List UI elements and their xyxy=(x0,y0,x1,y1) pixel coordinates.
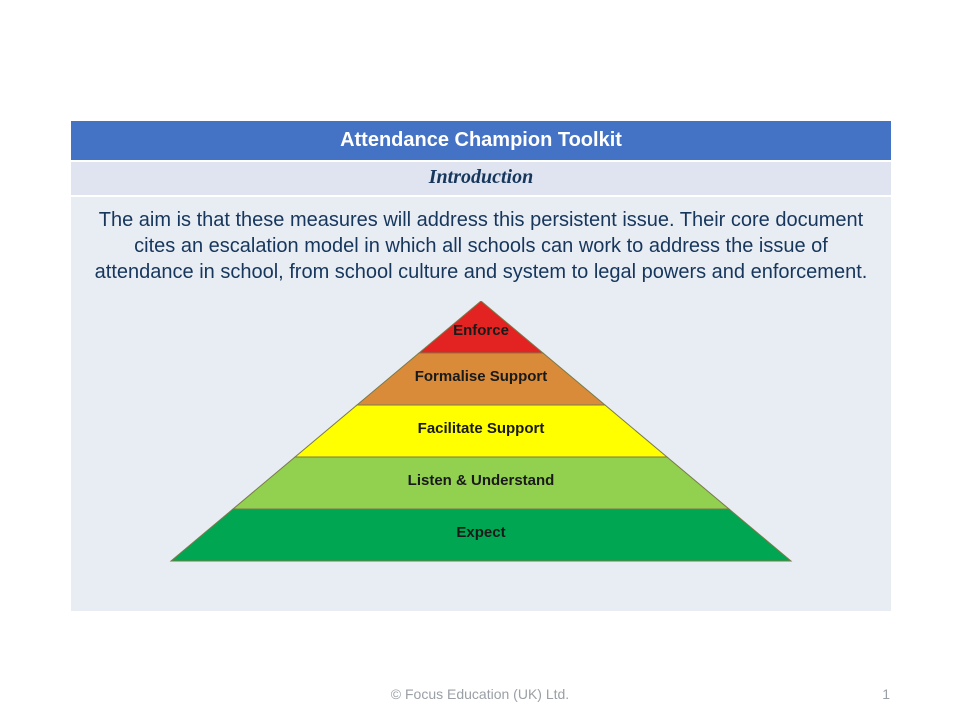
intro-paragraph: The aim is that these measures will addr… xyxy=(71,197,891,285)
pyramid-label-0: Enforce xyxy=(161,322,801,339)
slide: Attendance Champion Toolkit Introduction… xyxy=(0,0,960,720)
pyramid-label-4: Expect xyxy=(161,524,801,541)
pyramid-svg xyxy=(161,301,801,591)
content-panel: Attendance Champion Toolkit Introduction… xyxy=(70,120,892,612)
pyramid-label-1: Formalise Support xyxy=(161,368,801,385)
subtitle-band: Introduction xyxy=(71,162,891,197)
pyramid-label-3: Listen & Understand xyxy=(161,472,801,489)
escalation-pyramid: Enforce Formalise Support Facilitate Suppo… xyxy=(161,301,801,591)
pyramid-label-2: Facilitate Support xyxy=(161,420,801,437)
footer-page-number: 1 xyxy=(882,686,890,702)
footer-copyright: © Focus Education (UK) Ltd. xyxy=(0,686,960,702)
title-band: Attendance Champion Toolkit xyxy=(71,121,891,162)
